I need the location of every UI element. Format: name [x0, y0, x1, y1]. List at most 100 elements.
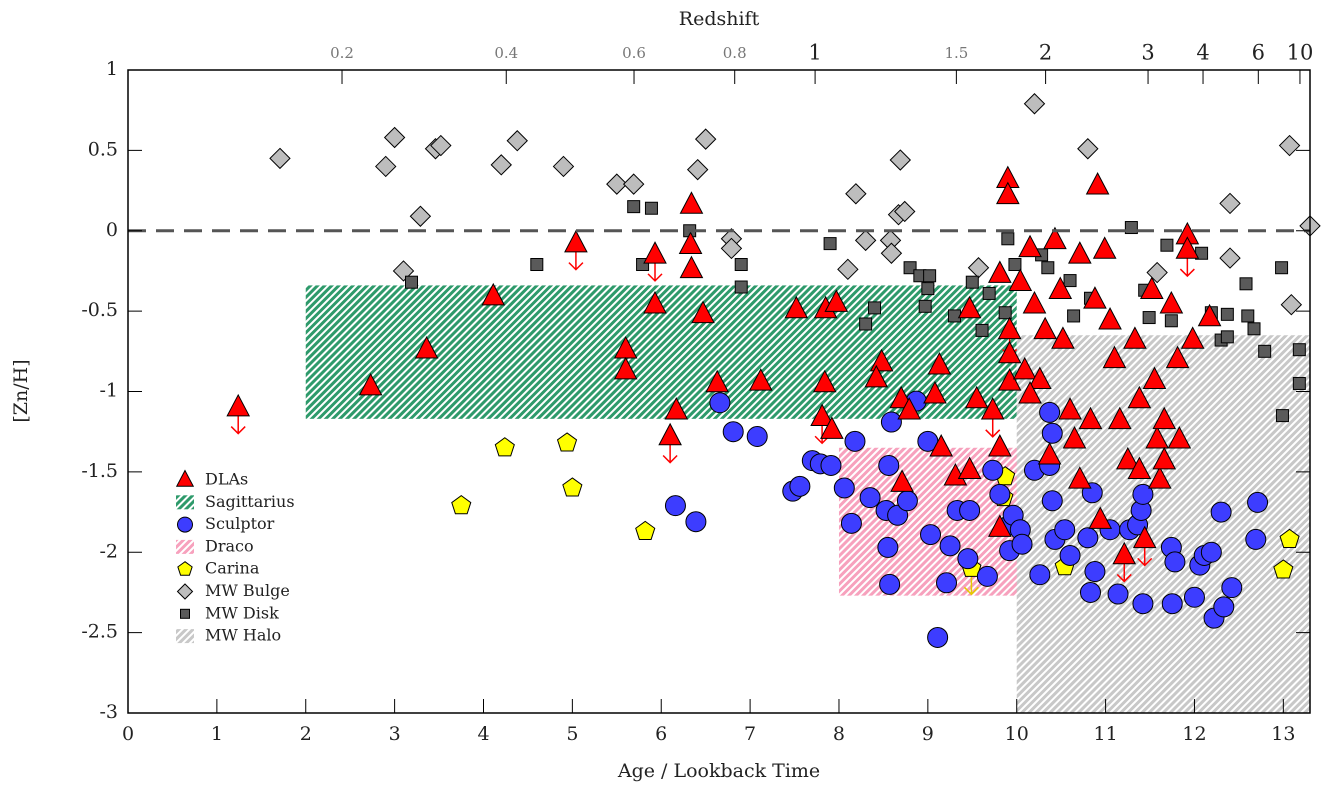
legend-marker: [175, 469, 195, 487]
point: [833, 477, 855, 499]
point: [1078, 406, 1103, 430]
point: [414, 335, 439, 359]
point: [957, 456, 982, 480]
x2-tick-label: 3: [1141, 41, 1154, 65]
point: [812, 369, 837, 393]
point: [923, 269, 937, 283]
x2-tick-label: 0.6: [622, 44, 646, 62]
point: [1067, 466, 1092, 489]
x2-tick-label: 0.2: [330, 44, 354, 62]
x-tick-label: 7: [744, 723, 756, 745]
legend-swatch: [176, 539, 194, 554]
point: [1029, 564, 1051, 586]
point: [1275, 409, 1289, 423]
point: [1107, 406, 1132, 430]
point: [988, 514, 1012, 537]
point: [927, 352, 952, 375]
upper-limit-arrow: [568, 249, 584, 271]
point: [664, 495, 686, 517]
x-axis-label: Age / Lookback Time: [617, 760, 820, 782]
point: [1051, 326, 1075, 349]
point: [1083, 286, 1107, 309]
upper-limit-arrow: [1116, 561, 1132, 583]
point: [1220, 330, 1234, 344]
x-tick-label: 13: [1271, 723, 1295, 745]
x-tick-label: 8: [833, 723, 845, 745]
point: [1245, 528, 1267, 550]
point: [481, 282, 506, 306]
point: [837, 258, 859, 281]
legend-marker: [177, 561, 193, 576]
x-tick-label: 9: [922, 723, 934, 745]
point: [1220, 307, 1234, 321]
point: [1018, 380, 1042, 404]
point: [1085, 172, 1110, 195]
point: [1279, 528, 1300, 548]
point: [823, 237, 837, 251]
point: [1008, 268, 1033, 291]
point: [564, 229, 588, 253]
point: [936, 572, 958, 594]
point: [691, 300, 715, 324]
x-tick-label: 3: [389, 723, 401, 745]
point: [1258, 344, 1272, 358]
point: [880, 242, 903, 264]
point: [1033, 316, 1057, 340]
point: [997, 316, 1022, 340]
x2-tick-label: 0.4: [494, 44, 518, 62]
y-tick-label: 1: [106, 58, 118, 80]
point: [1147, 466, 1172, 489]
y-tick-label: -2.5: [81, 621, 118, 643]
y-axis-label: [Zn/H]: [10, 359, 32, 422]
point: [409, 205, 432, 227]
point: [1059, 544, 1081, 566]
point: [1142, 366, 1167, 389]
point: [1210, 501, 1232, 523]
x2-tick-label: 1: [808, 41, 821, 65]
point: [1028, 366, 1052, 389]
point: [1067, 241, 1092, 264]
point: [988, 434, 1012, 457]
point: [679, 191, 704, 214]
point: [927, 626, 949, 648]
point: [1127, 385, 1152, 409]
point: [664, 397, 689, 420]
point: [643, 290, 667, 314]
point: [556, 432, 578, 452]
legend-label: MW Disk: [205, 603, 279, 622]
point: [980, 397, 1005, 420]
legend-swatch: [176, 495, 194, 510]
y-tick-label: -1.5: [81, 460, 118, 482]
point: [494, 437, 515, 457]
point: [1180, 326, 1205, 349]
point: [679, 255, 704, 279]
point: [734, 258, 748, 272]
point: [820, 416, 844, 439]
upper-limit-arrow: [647, 260, 663, 282]
point: [844, 430, 866, 452]
point: [921, 282, 935, 296]
point: [939, 535, 961, 557]
point: [923, 380, 947, 404]
point: [1088, 506, 1113, 529]
x-tick-label: 6: [655, 723, 667, 745]
point: [824, 289, 849, 312]
y-tick-label: -3: [99, 701, 118, 723]
point: [562, 477, 583, 497]
point: [1278, 134, 1301, 157]
point: [920, 524, 942, 546]
y-tick-label: -2: [99, 540, 118, 562]
point: [1239, 277, 1253, 291]
x2-tick-label: 0.8: [723, 44, 747, 62]
point: [1037, 442, 1062, 465]
point: [997, 340, 1022, 364]
point: [1041, 422, 1063, 444]
upper-limit-arrow: [1137, 545, 1153, 567]
point: [997, 368, 1022, 391]
point: [1107, 583, 1129, 605]
point: [810, 403, 834, 426]
point: [644, 201, 658, 215]
point: [1139, 276, 1164, 299]
x-tick-label: 1: [211, 723, 223, 745]
point: [1023, 93, 1046, 115]
